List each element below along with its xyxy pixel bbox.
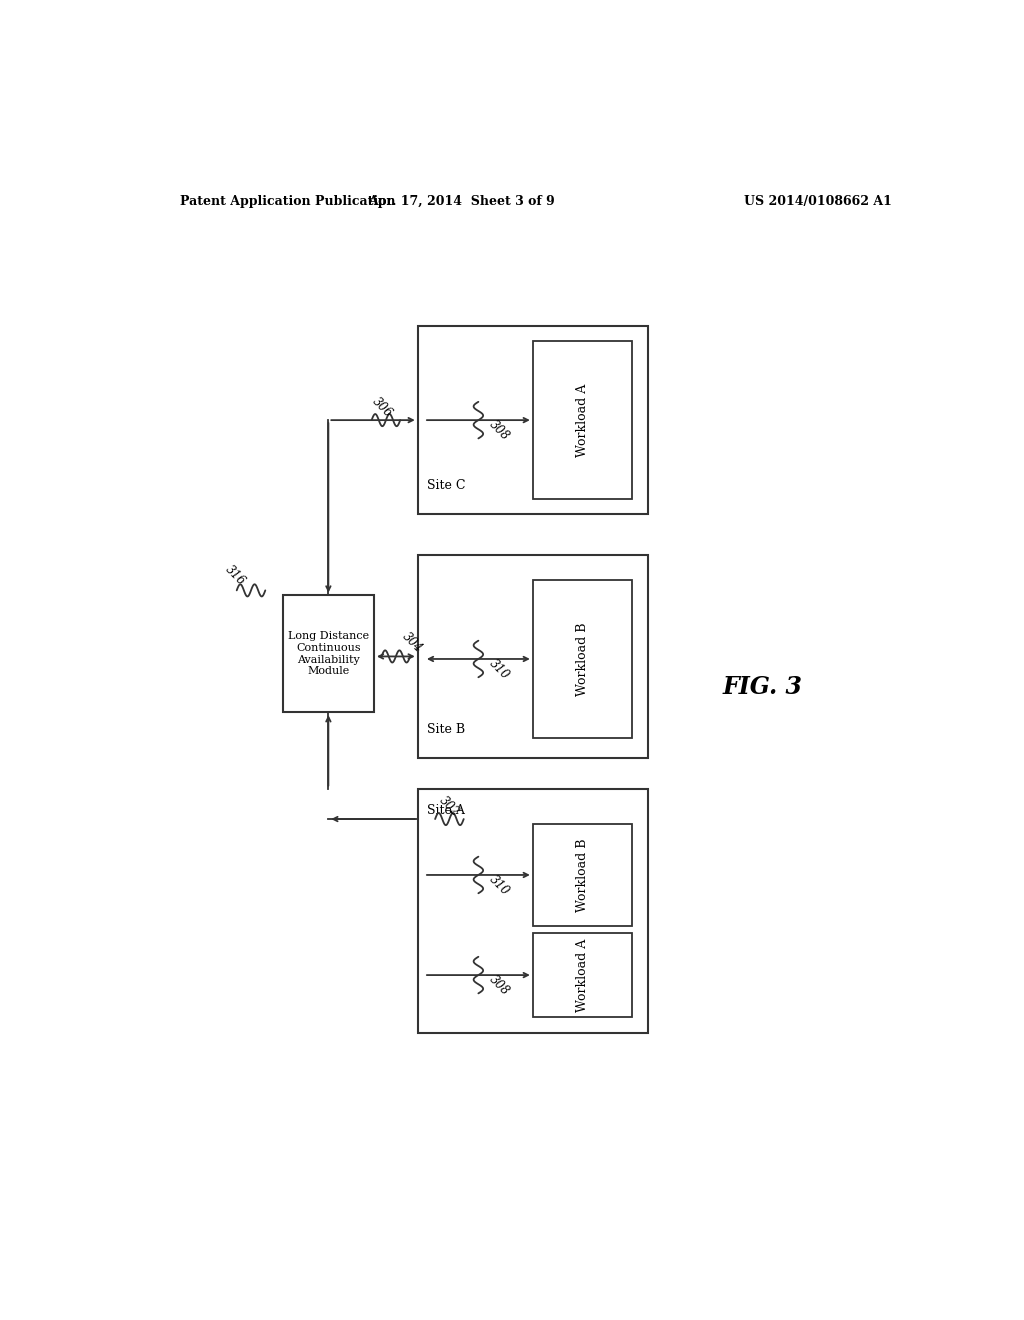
Text: FIG. 3: FIG. 3 [723, 675, 803, 698]
Bar [283, 595, 374, 713]
Text: 310: 310 [486, 873, 511, 898]
Text: Workload B: Workload B [575, 622, 589, 696]
Text: US 2014/0108662 A1: US 2014/0108662 A1 [744, 194, 892, 207]
Bar [532, 581, 632, 738]
Text: Workload B: Workload B [575, 838, 589, 912]
Bar [532, 342, 632, 499]
Text: 310: 310 [486, 656, 511, 681]
Text: Site C: Site C [427, 479, 466, 492]
Text: 304: 304 [399, 630, 425, 655]
Text: 302: 302 [437, 795, 462, 820]
Text: Workload A: Workload A [575, 939, 589, 1011]
Text: 316: 316 [222, 562, 248, 587]
Bar [532, 933, 632, 1018]
Bar [418, 326, 648, 515]
Text: Patent Application Publication: Patent Application Publication [179, 194, 395, 207]
Bar [418, 788, 648, 1032]
Text: Site B: Site B [427, 723, 465, 735]
Text: 308: 308 [486, 973, 511, 998]
Bar [532, 824, 632, 925]
Text: Site A: Site A [427, 804, 465, 817]
Bar [418, 554, 648, 758]
Text: Workload A: Workload A [575, 384, 589, 457]
Text: 308: 308 [486, 417, 511, 442]
Text: Long Distance
Continuous
Availability
Module: Long Distance Continuous Availability Mo… [288, 631, 369, 676]
Text: Apr. 17, 2014  Sheet 3 of 9: Apr. 17, 2014 Sheet 3 of 9 [368, 194, 555, 207]
Text: 306: 306 [370, 396, 394, 421]
